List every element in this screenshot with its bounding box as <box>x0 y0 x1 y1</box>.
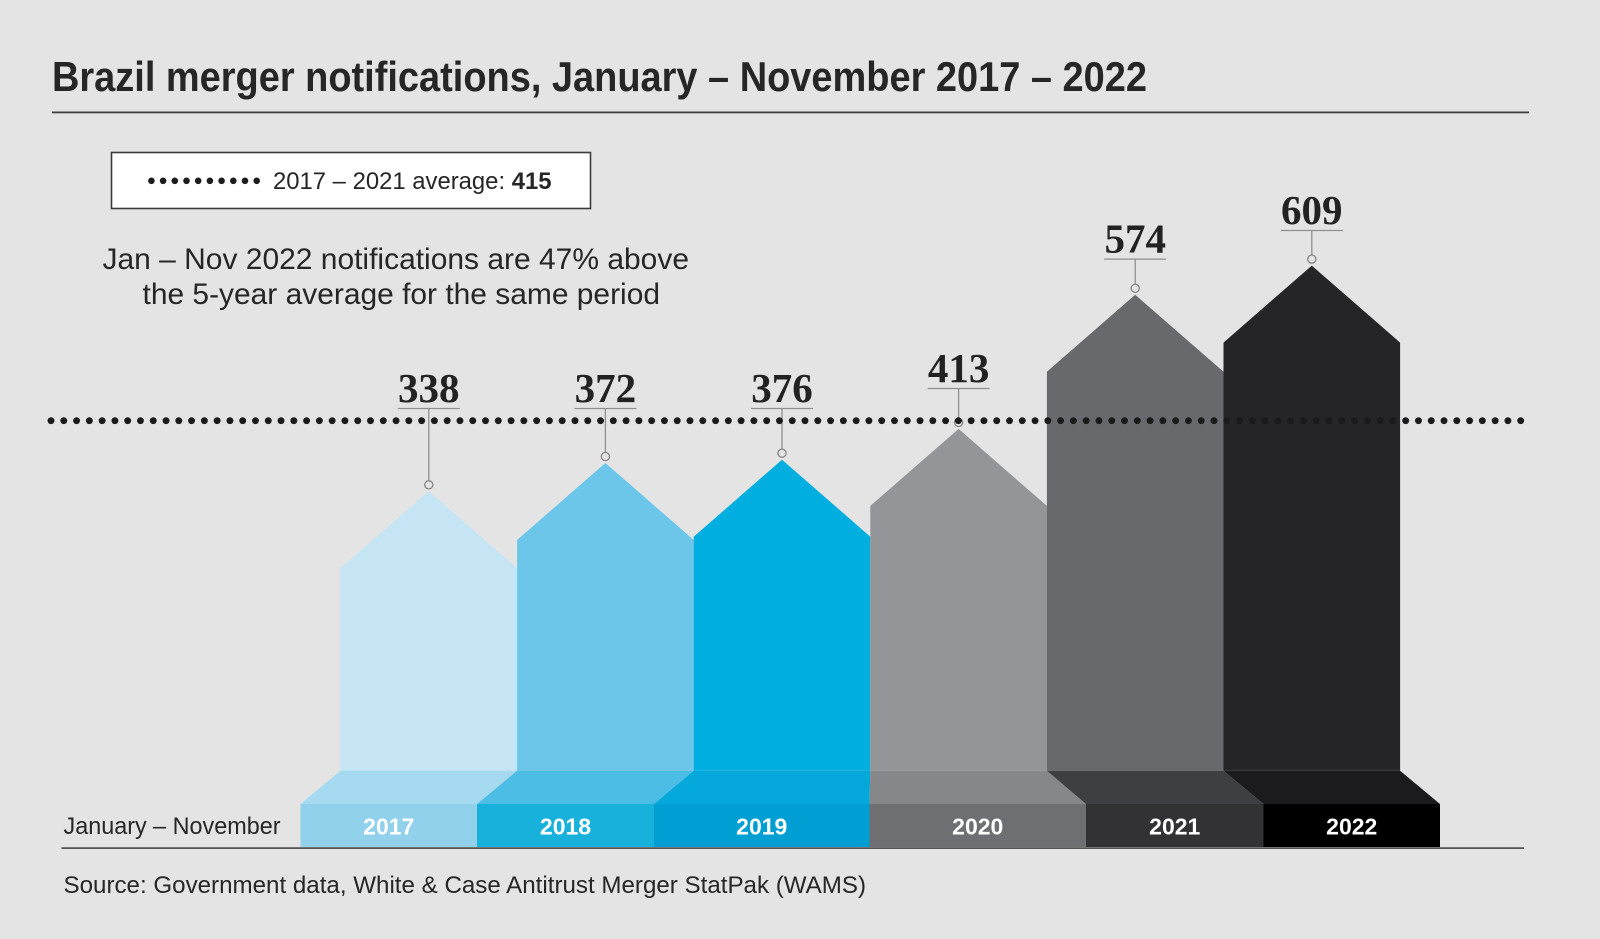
svg-text:2017: 2017 <box>363 814 414 840</box>
svg-text:2019: 2019 <box>736 814 787 840</box>
svg-text:574: 574 <box>1104 216 1166 262</box>
svg-text:609: 609 <box>1281 187 1343 233</box>
svg-text:Source: Government data, White: Source: Government data, White & Case An… <box>64 872 867 899</box>
svg-text:Jan – Nov 2022 notifications a: Jan – Nov 2022 notifications are 47% abo… <box>103 243 690 276</box>
svg-text:2022: 2022 <box>1326 814 1377 840</box>
svg-text:2021: 2021 <box>1149 814 1200 840</box>
svg-text:376: 376 <box>751 365 813 411</box>
svg-text:413: 413 <box>928 345 990 391</box>
svg-text:2020: 2020 <box>952 814 1003 840</box>
svg-text:372: 372 <box>575 365 637 411</box>
svg-text:Brazil merger notifications, J: Brazil merger notifications, January – N… <box>52 53 1147 100</box>
svg-text:2018: 2018 <box>540 814 591 840</box>
svg-text:the 5-year average for the sam: the 5-year average for the same period <box>143 278 661 311</box>
svg-text:January – November: January – November <box>64 813 281 840</box>
svg-text:2017 – 2021 average: 415: 2017 – 2021 average: 415 <box>273 168 552 195</box>
svg-text:338: 338 <box>398 365 460 411</box>
